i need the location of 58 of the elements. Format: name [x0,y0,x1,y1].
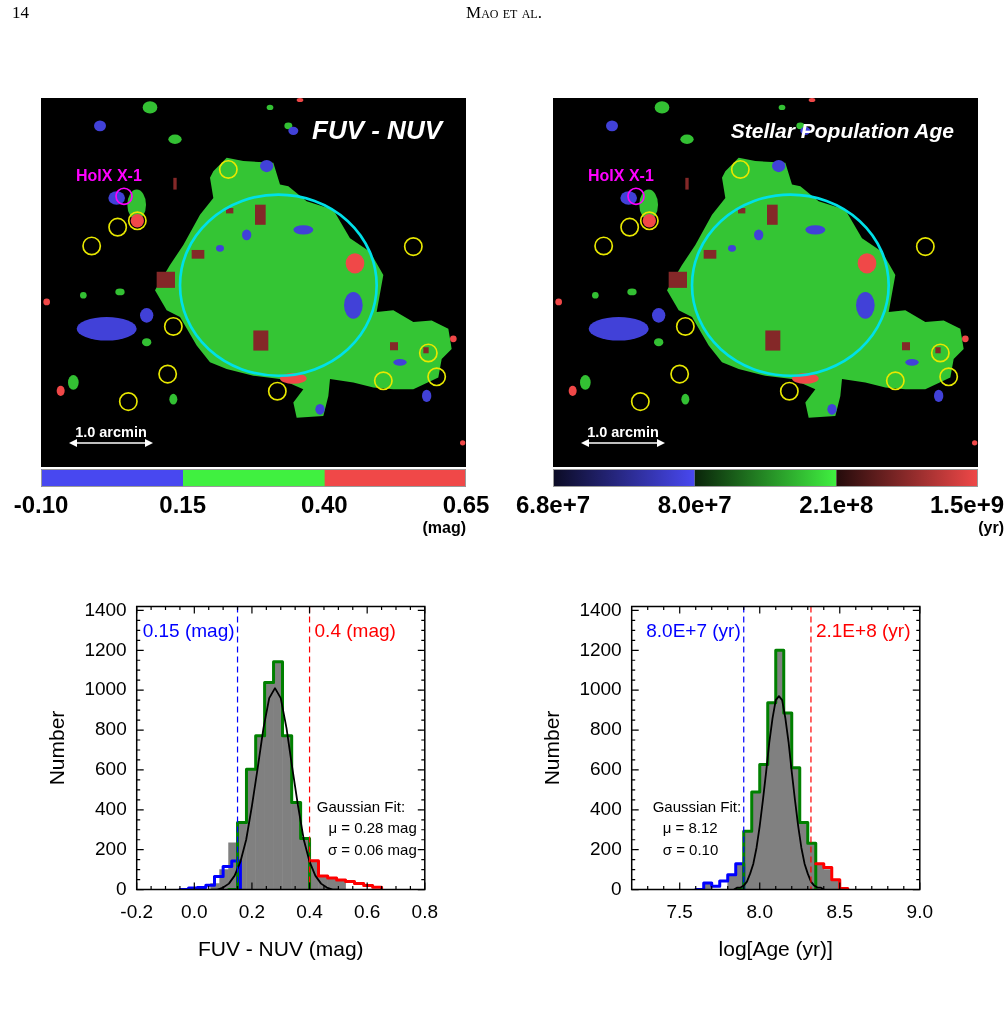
y-tick-label: 800 [590,718,622,740]
text: HoIX X-1 [76,166,142,186]
text: HoIX X-1 [588,166,654,186]
color-bar-title: (yr) [978,518,1004,538]
x-tick-label: 0.0 [181,901,208,923]
y-tick-label: 1400 [579,598,622,620]
ref-line-label: 0.4 (mag) [314,619,396,641]
y-tick-label: 200 [590,837,622,859]
ref-line-label: 0.15 (mag) [142,619,235,641]
y-axis-title: Number [44,710,68,786]
x-tick-label: 0.2 [238,901,266,923]
y-tick-label: 400 [590,798,622,820]
annotation: σ = 0.06 mag [327,840,417,858]
y-tick-label: 800 [95,718,127,740]
text: 1.0 arcmin [75,423,147,441]
x-tick-label: 8.0 [746,901,773,923]
x-tick-label: 0.40 [300,491,348,519]
y-tick-label: 200 [95,837,127,859]
ref-line-label: 8.0E+7 (yr) [646,619,741,641]
chart-title: FUV - NUV [312,115,442,146]
text: 1.5e+9 [929,491,1004,519]
annotation: Gaussian Fit: [652,797,742,815]
text: 1.0 arcmin [587,423,659,441]
y-tick-label: 1000 [84,678,127,700]
annotation: μ = 0.28 mag [328,819,417,837]
x-axis-title: log[Age (yr)] [718,936,833,960]
y-tick-label: 0 [116,877,127,899]
x-tick-label: 9.0 [906,901,933,923]
text: 14 [12,3,29,23]
x-tick-label: -0.10 [13,491,69,519]
y-tick-label: 1200 [579,638,622,660]
text: Stellar Population Age [730,118,954,144]
x-axis-title: (mag) [422,518,466,536]
y-tick-label: 600 [590,758,622,780]
x-tick-label: -0.2 [120,901,154,923]
y-tick-label: 1000 [579,678,622,700]
text: 8.0e+7 [657,491,732,519]
annotation: σ = 0.10 [662,840,719,858]
y-tick-label: 1400 [84,598,127,620]
x-tick-label: 8.5 [826,901,853,923]
x-tick-label: 0.8 [411,901,438,923]
x-tick-label: 0.6 [353,901,381,923]
text: Mao et al. [466,3,542,23]
x-tick-label: 0.65 [442,491,490,519]
text: 2.1e+8 [799,491,874,519]
ref-line-label: 2.1E+8 (yr) [815,619,911,641]
y-tick-label: 400 [95,798,127,820]
y-tick-label: 600 [95,758,127,780]
y-tick-label: 1200 [84,638,127,660]
x-axis-title: FUV - NUV (mag) [197,936,364,960]
x-tick-label: 0.15 [159,491,207,519]
annotation: μ = 8.12 [662,819,718,837]
x-tick-label: 7.5 [666,901,693,923]
annotation: Gaussian Fit: [316,797,406,815]
text: 6.8e+7 [515,491,591,519]
y-tick-label: 0 [611,877,622,899]
x-tick-label: 0.4 [296,901,324,923]
y-axis-title: Number [539,710,563,786]
